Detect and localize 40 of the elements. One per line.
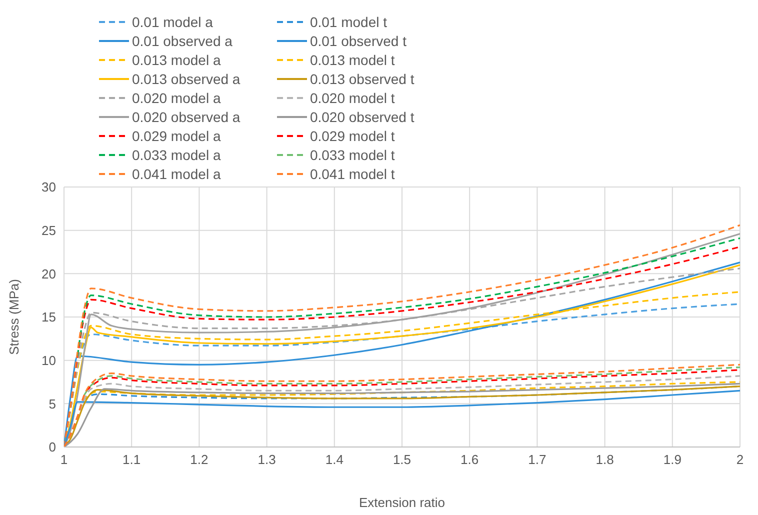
- x-tick-label: 2: [736, 452, 744, 468]
- y-tick-label: 20: [42, 266, 56, 282]
- legend-label: 0.029 model t: [310, 128, 395, 144]
- y-tick-label: 15: [42, 310, 56, 325]
- y-tick-label: 25: [42, 222, 56, 238]
- y-tick-label: 5: [48, 396, 56, 412]
- legend-label: 0.01 model a: [132, 14, 213, 30]
- line-series: [83, 366, 740, 396]
- y-axis-title: Stress (MPa): [6, 279, 22, 355]
- x-tick-label: 1.5: [392, 452, 412, 468]
- x-tick-label: 1.9: [663, 452, 682, 468]
- x-tick-label: 1.8: [596, 452, 614, 468]
- legend-label: 0.01 model t: [310, 14, 388, 30]
- x-tick-label: 1: [60, 452, 68, 468]
- legend-label: 0.033 model a: [132, 146, 221, 162]
- legend-label: 0.013 observed t: [310, 70, 414, 86]
- x-tick-label: 1.4: [325, 452, 344, 468]
- legend-label: 0.020 model t: [310, 90, 395, 106]
- legend-label: 0.029 model a: [132, 128, 221, 144]
- x-axis-title: Extension ratio: [359, 495, 445, 510]
- legend-label: 0.033 model t: [310, 146, 395, 162]
- legend-label: 0.020 model a: [132, 90, 221, 106]
- legend-label: 0.020 observed a: [132, 108, 240, 124]
- line-series: [76, 237, 740, 357]
- legend-label: 0.01 observed a: [132, 32, 232, 48]
- legend-label: 0.013 model a: [132, 52, 221, 68]
- y-tick-label: 0: [48, 440, 56, 455]
- x-tick-label: 1.7: [528, 452, 546, 468]
- x-tick-label: 1.2: [190, 452, 208, 468]
- legend-label: 0.01 observed t: [310, 32, 406, 48]
- x-tick-label: 1.6: [460, 452, 479, 468]
- y-tick-label: 30: [42, 180, 56, 195]
- legend-label: 0.020 observed t: [310, 108, 414, 124]
- x-tick-label: 1.3: [258, 452, 276, 468]
- legend-label: 0.041 model t: [310, 166, 395, 182]
- x-tick-label: 1.1: [122, 452, 141, 468]
- legend-label: 0.013 observed a: [132, 70, 240, 86]
- legend-label: 0.013 model t: [310, 52, 395, 68]
- legend-label: 0.041 model a: [132, 166, 221, 182]
- y-tick-label: 10: [42, 352, 56, 368]
